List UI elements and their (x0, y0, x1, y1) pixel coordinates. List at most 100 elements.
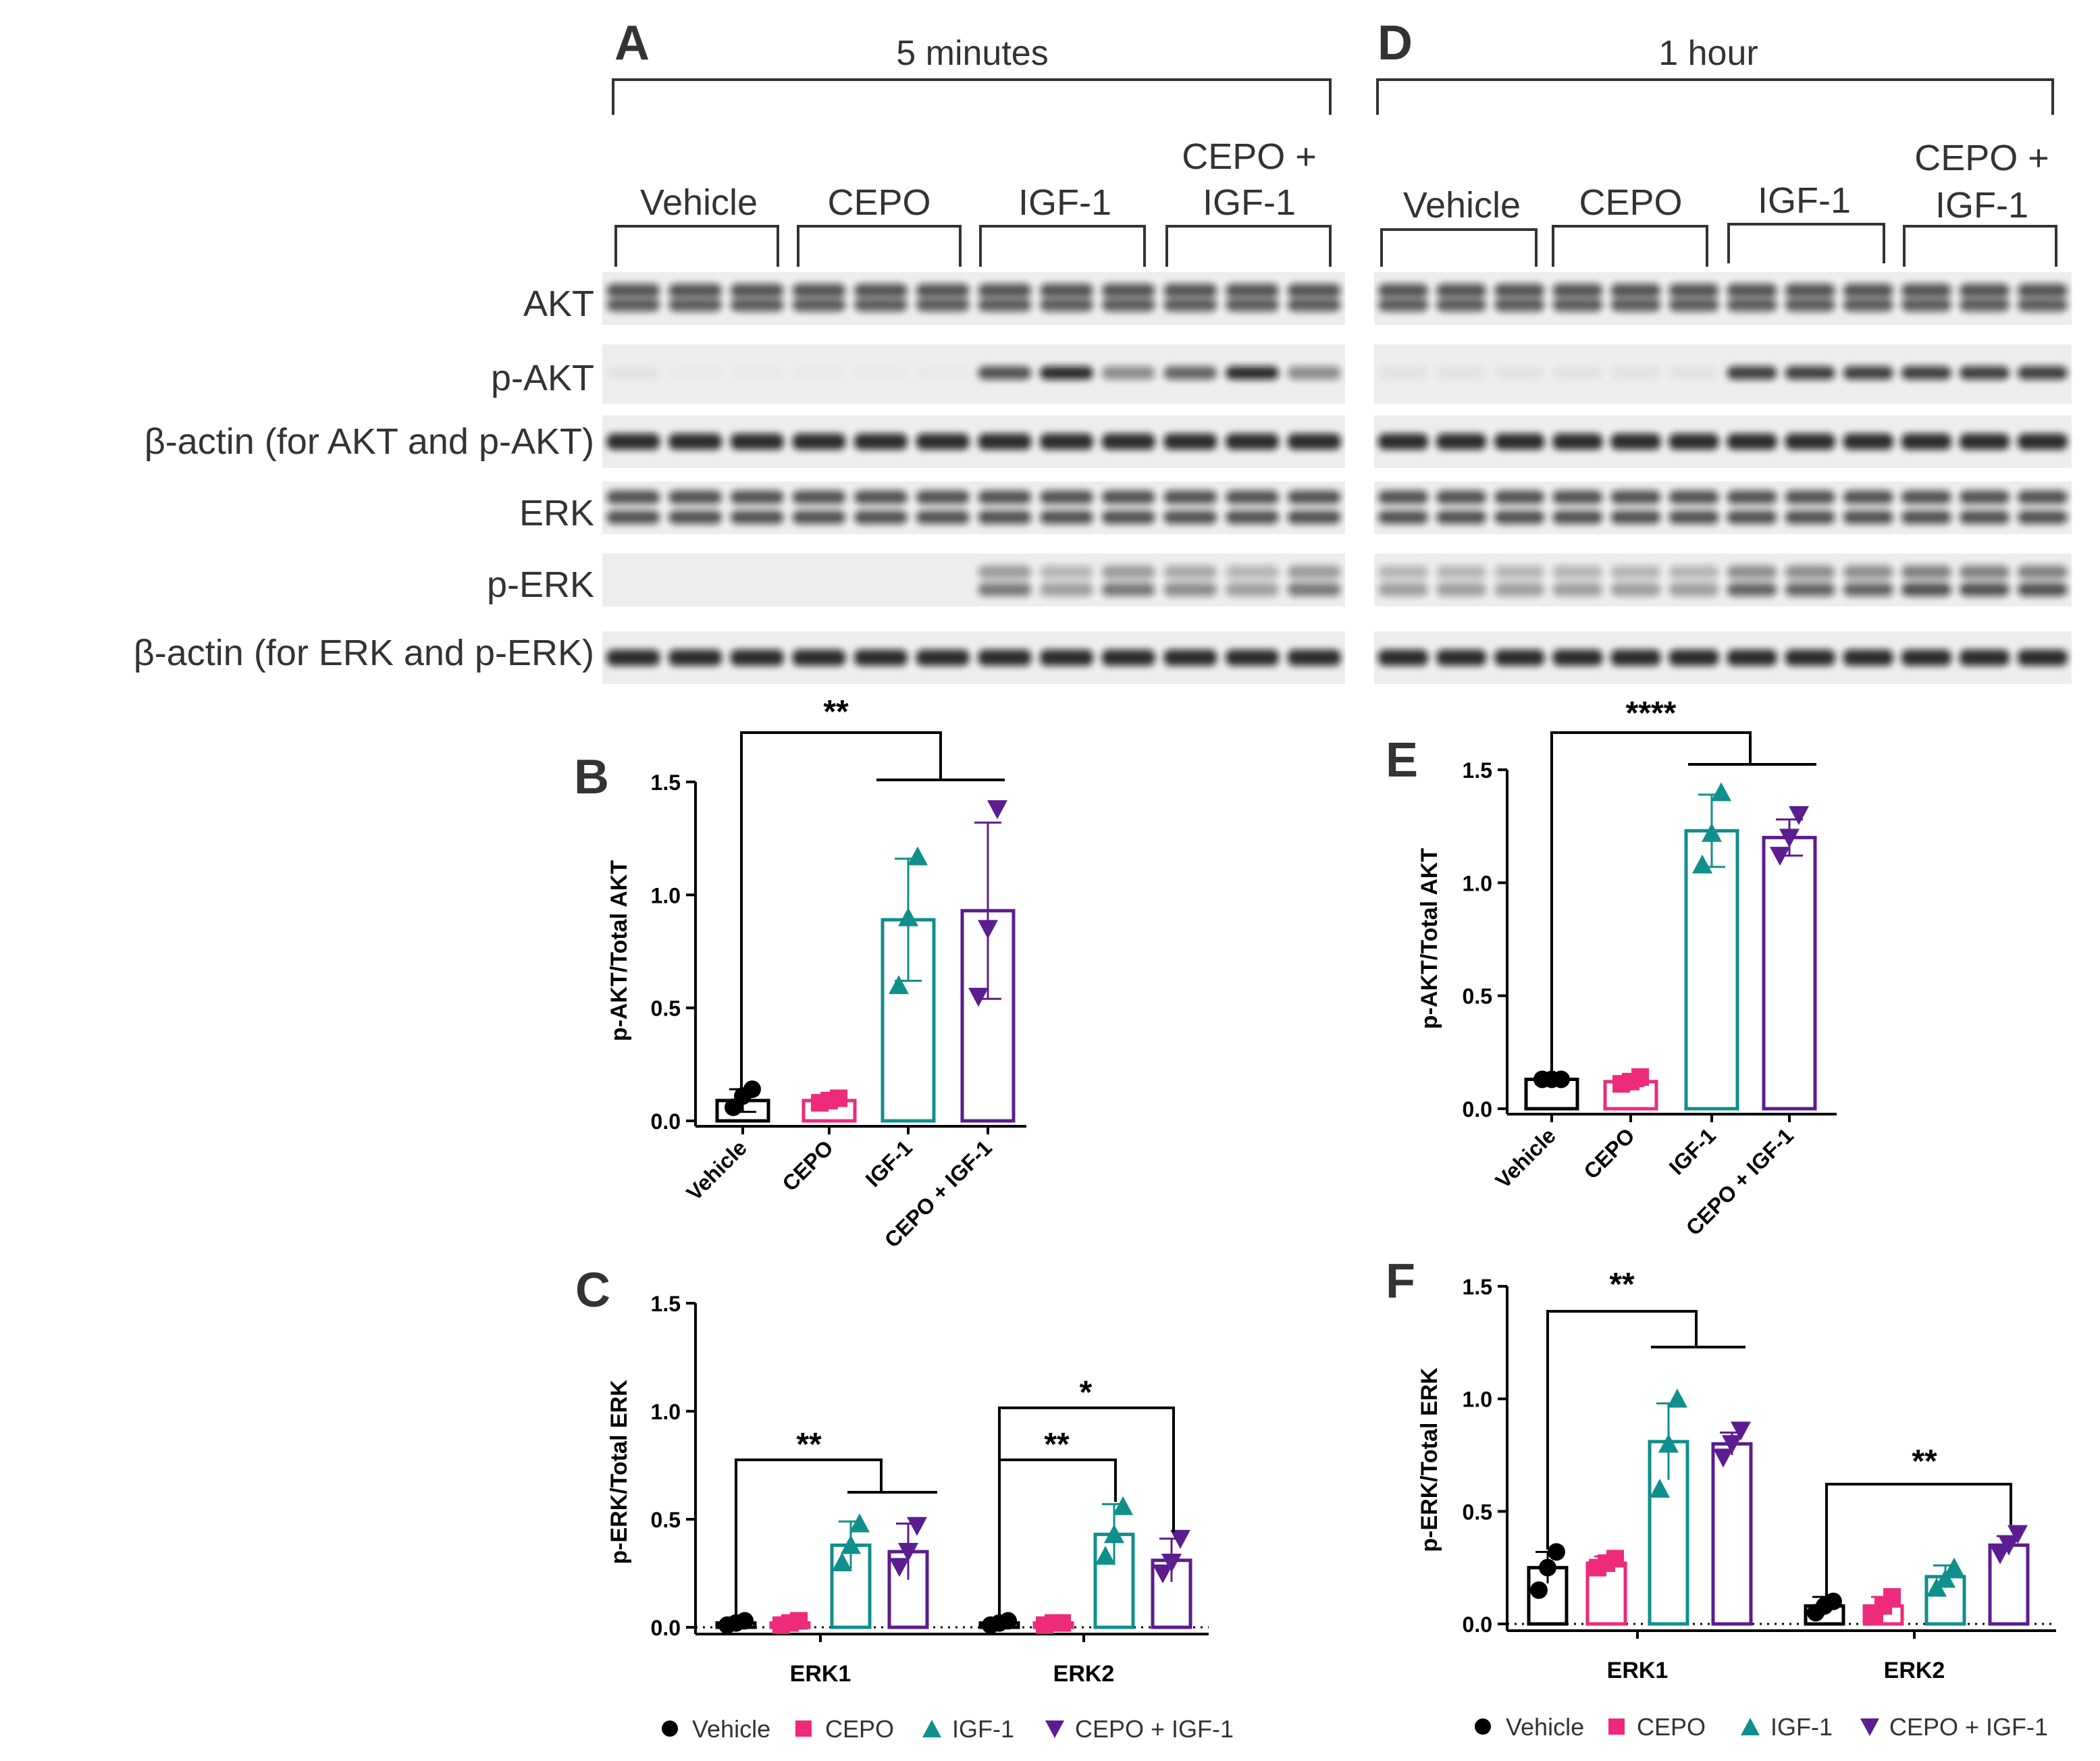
panel-a-strip-akt (602, 272, 1345, 325)
panel-d-band-p-akt-lane6-1 (1669, 366, 1719, 380)
panel-a-band-erk-lane4-1 (792, 490, 846, 504)
panel-d-band-p-erk-lane5-1 (1610, 565, 1661, 579)
panel-a-band-akt-lane3-2 (730, 298, 784, 312)
chart-b-point-2-1 (898, 907, 918, 926)
panel-d-band-akt-lane2-1 (1436, 284, 1487, 298)
panel-d-band-akt-lane12-1 (2017, 284, 2068, 298)
panel-d-strip-p-erk (1374, 554, 2072, 606)
panel-d-band-actin-akt-lane2-1 (1436, 433, 1487, 450)
panel-a-band-p-akt-lane4-1 (792, 366, 845, 379)
panel-a-band-p-erk-lane10-1 (1163, 565, 1217, 579)
panel-d-band-erk-lane7-2 (1727, 510, 1777, 525)
panel-d-band-actin-erk-lane8-1 (1785, 650, 1835, 666)
chart-f-point-0-0-0 (1530, 1581, 1548, 1599)
panel-a-band-actin-akt-lane10-1 (1163, 433, 1217, 450)
panel-a-strip-actin-erk (602, 631, 1345, 684)
chart-c-erk1-bracket (735, 1458, 883, 1621)
panel-d-band-actin-erk-lane3-1 (1494, 650, 1545, 666)
panel-d-band-actin-akt-lane5-1 (1610, 433, 1661, 450)
panel-d-group-igf1: IGF-1 (1758, 180, 1851, 221)
panel-a-band-akt-lane1-2 (606, 298, 660, 312)
chart-c-significance-erk2-cepo-igf1: * (1080, 1375, 1093, 1411)
panel-a-band-akt-lane4-2 (792, 298, 846, 312)
legend-f: Vehicle CEPO IGF-1 CEPO + IGF-1 (1475, 1713, 2048, 1741)
panel-d-bracket-cepo-igf1 (1903, 225, 2057, 267)
chart-e-point-3-2 (1789, 806, 1809, 825)
panel-a-band-akt-lane5-1 (854, 284, 908, 298)
panel-a-band-actin-erk-lane1-1 (606, 650, 660, 666)
panel-a-band-p-akt-lane2-1 (668, 366, 722, 379)
panel-a-band-erk-lane10-1 (1163, 490, 1217, 504)
panel-a-band-p-erk-lane9-2 (1101, 583, 1155, 597)
panel-a-band-actin-erk-lane7-1 (978, 650, 1032, 666)
panel-d-band-p-erk-lane10-1 (1901, 565, 1951, 579)
chart-c-point-0-3-0 (889, 1558, 910, 1577)
chart-e: E p-AKT/Total AKT **** 0.0 0.5 1.0 1.5 Vehic… (1386, 695, 1837, 1240)
panel-a-band-akt-lane3-1 (730, 284, 784, 298)
panel-d-strip-akt (1374, 272, 2072, 325)
panel-d-blots (1374, 272, 2072, 684)
panel-a-band-erk-lane6-2 (916, 510, 970, 525)
panel-d-band-akt-lane10-2 (1901, 298, 1951, 312)
chart-c-point-0-2-1 (841, 1535, 861, 1554)
panel-a-band-actin-erk-lane5-1 (854, 650, 908, 666)
panel-a-band-actin-erk-lane3-1 (730, 650, 784, 666)
panel-a-band-p-erk-lane12-2 (1287, 583, 1341, 597)
panel-d-band-akt-lane11-1 (1959, 284, 2010, 298)
panel-a-strip-actin-akt (602, 415, 1345, 468)
panel-d-band-actin-erk-lane11-1 (1959, 650, 2010, 666)
panel-d-band-p-akt-lane4-1 (1552, 366, 1603, 380)
panel-d-band-erk-lane2-1 (1436, 490, 1487, 504)
panel-d-band-akt-lane3-2 (1494, 298, 1545, 312)
chart-e-point-2-2 (1711, 782, 1731, 801)
chart-f-ytick-label-0: 0.0 (1463, 1612, 1492, 1637)
chart-b-ylabel: p-AKT/Total AKT (606, 860, 632, 1041)
chart-b-point-2-0 (889, 975, 909, 995)
panel-d-band-erk-lane4-1 (1552, 490, 1603, 504)
panel-a-band-p-erk-lane9-1 (1101, 565, 1155, 579)
panel-a-strip-p-erk (602, 554, 1345, 606)
panel-a-band-p-erk-lane7-1 (978, 565, 1032, 579)
chart-f-point-1-3-2 (2007, 1525, 2028, 1544)
chart-e-xlabel-2: IGF-1 (1664, 1123, 1721, 1179)
panel-a-band-erk-lane12-1 (1287, 490, 1341, 504)
legend-f-vehicle-marker (1475, 1718, 1491, 1735)
chart-f-point-1-3-1 (1999, 1536, 2019, 1556)
panel-d-band-actin-erk-lane2-1 (1436, 650, 1487, 666)
chart-c-significance-erk2-igf1: ** (1044, 1427, 1070, 1463)
chart-c-xlabel-0: ERK1 (790, 1661, 851, 1687)
panel-a-band-akt-lane2-1 (668, 284, 722, 298)
legend-c-vehicle: Vehicle (692, 1715, 770, 1743)
chart-c-point-1-2-0 (1095, 1546, 1115, 1565)
chart-e-ytick-label-3: 1.5 (1463, 758, 1492, 783)
panel-a-band-p-akt-lane11-1 (1226, 366, 1279, 380)
chart-f-xlabel-0: ERK1 (1607, 1658, 1669, 1683)
panel-d-band-erk-lane2-2 (1436, 510, 1487, 525)
chart-c-erk2-bracket-top (998, 1407, 1175, 1621)
panel-d-band-akt-lane1-2 (1378, 298, 1429, 312)
panel-a-band-akt-lane7-2 (978, 298, 1032, 312)
chart-f-point-0-2-1 (1658, 1434, 1679, 1453)
chart-c-point-1-3-1 (1161, 1554, 1182, 1573)
panel-d-strip-actin-erk (1374, 631, 2072, 684)
panel-a-band-actin-erk-lane2-1 (668, 650, 722, 666)
panel-d-band-akt-lane3-1 (1494, 284, 1545, 298)
panel-d-band-akt-lane10-1 (1901, 284, 1951, 298)
panel-a-band-erk-lane7-1 (978, 490, 1032, 504)
panel-a-band-akt-lane10-1 (1163, 284, 1217, 298)
panel-a-bracket-igf1 (979, 225, 1146, 267)
panel-d-band-actin-erk-lane12-1 (2017, 650, 2068, 666)
panel-d-band-akt-lane11-2 (1959, 298, 2010, 312)
chart-c: C p-ERK/Total ERK ** * ** 0.0 0.5 1.0 1.5 ER… (575, 1263, 1209, 1687)
panel-d-band-actin-erk-lane7-1 (1727, 650, 1777, 666)
panel-d-band-actin-akt-lane4-1 (1552, 433, 1603, 450)
chart-c-significance-erk1: ** (796, 1427, 822, 1463)
panel-a-band-akt-lane12-1 (1287, 284, 1341, 298)
panel-a-band-erk-lane3-1 (730, 490, 784, 504)
chart-f-point-0-0-2 (1548, 1543, 1565, 1561)
panel-a-band-erk-lane11-2 (1226, 510, 1279, 525)
panel-d-band-akt-lane6-2 (1669, 298, 1719, 312)
panel-a-band-actin-akt-lane4-1 (792, 433, 846, 450)
panel-a-band-p-akt-lane8-1 (1040, 366, 1093, 380)
chart-b: B p-AKT/Total AKT ** 0.0 0.5 1.0 1.5 Vehicle… (574, 694, 1026, 1253)
